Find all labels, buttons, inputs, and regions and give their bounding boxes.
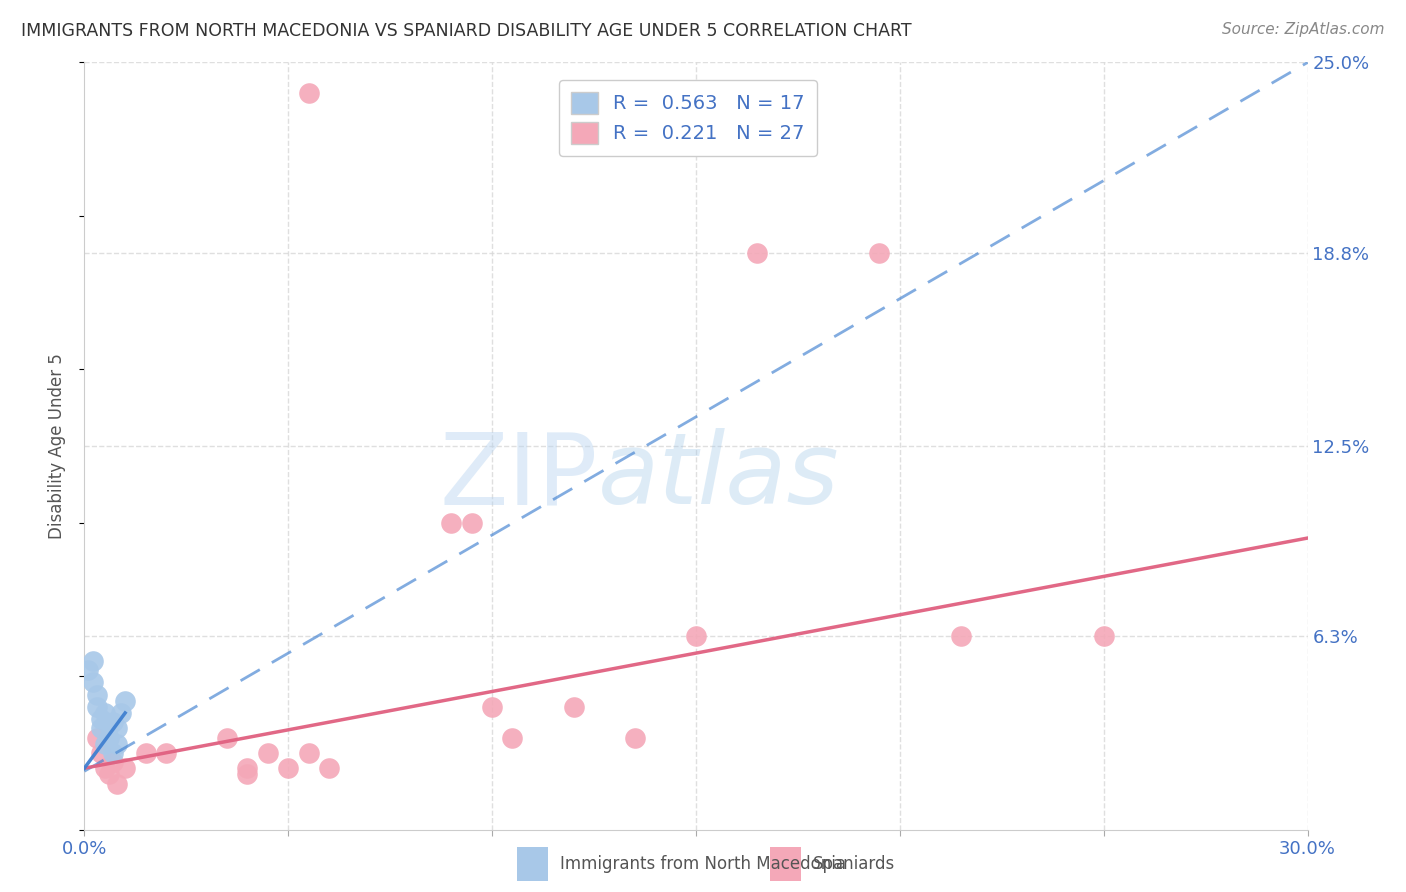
Point (90, 746, 112, 760)
Point (110, 706, 132, 720)
Point (236, 761, 259, 775)
Point (236, 767, 259, 781)
Point (82, 675, 104, 690)
Point (217, 731, 239, 745)
Point (318, 761, 340, 775)
Point (101, 715, 124, 730)
Point (114, 694, 136, 708)
Point (105, 737, 128, 751)
Point (90, 721, 112, 735)
Point (114, 761, 136, 775)
Text: Source: ZipAtlas.com: Source: ZipAtlas.com (1222, 22, 1385, 37)
Point (257, 746, 280, 760)
Point (685, 629, 707, 643)
Point (481, 699, 503, 714)
Point (86, 731, 108, 745)
Point (105, 721, 128, 735)
Point (90, 712, 112, 726)
Point (950, 629, 973, 643)
Point (298, 86, 321, 100)
Point (86, 699, 108, 714)
Point (440, 516, 463, 530)
Point (1092, 629, 1115, 643)
Point (101, 755, 124, 769)
Text: IMMIGRANTS FROM NORTH MACEDONIA VS SPANIARD DISABILITY AGE UNDER 5 CORRELATION C: IMMIGRANTS FROM NORTH MACEDONIA VS SPANI… (21, 22, 911, 40)
Text: Spaniards: Spaniards (813, 855, 894, 873)
Legend: R =  0.563   N = 17, R =  0.221   N = 27: R = 0.563 N = 17, R = 0.221 N = 27 (560, 79, 817, 156)
Text: Immigrants from North Macedonia: Immigrants from North Macedonia (560, 855, 845, 873)
Text: atlas: atlas (598, 428, 839, 525)
Point (97, 718, 120, 732)
Point (93, 737, 115, 751)
Point (101, 746, 124, 760)
Point (97, 731, 120, 745)
Point (93, 761, 115, 775)
Point (77, 663, 100, 677)
Point (502, 731, 524, 745)
Point (461, 516, 484, 530)
Point (747, 245, 769, 260)
Point (298, 746, 321, 760)
Point (86, 688, 108, 702)
Point (135, 746, 157, 760)
Point (624, 731, 647, 745)
Point (93, 706, 115, 720)
Text: ZIP: ZIP (440, 428, 598, 525)
Point (105, 776, 128, 790)
Point (869, 245, 891, 260)
Y-axis label: Disability Age Under 5: Disability Age Under 5 (48, 353, 66, 539)
Point (562, 699, 585, 714)
Point (82, 654, 104, 668)
Point (97, 767, 120, 781)
Point (155, 746, 177, 760)
Point (277, 761, 299, 775)
